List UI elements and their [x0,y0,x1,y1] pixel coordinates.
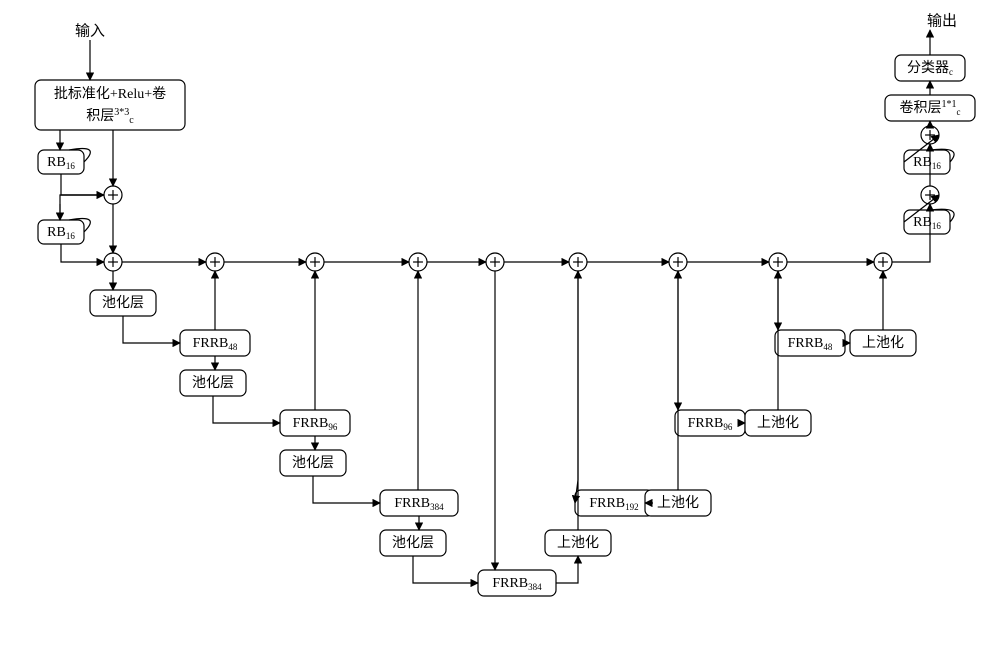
svg-text:输入: 输入 [75,22,105,39]
svg-text:池化层: 池化层 [102,295,144,311]
architecture-diagram: 输入输出批标准化+Relu+卷积层3*3cRB16RB16RB16RB16池化层… [0,0,1000,658]
svg-text:批标准化+Relu+卷: 批标准化+Relu+卷 [54,86,166,102]
svg-text:分类器c: 分类器c [907,60,953,77]
svg-text:上池化: 上池化 [757,415,799,431]
svg-text:池化层: 池化层 [392,535,434,551]
svg-text:输出: 输出 [927,12,957,29]
svg-text:上池化: 上池化 [657,495,699,511]
svg-text:上池化: 上池化 [862,335,904,351]
svg-text:上池化: 上池化 [557,535,599,551]
svg-text:池化层: 池化层 [192,375,234,391]
svg-text:池化层: 池化层 [292,455,334,471]
